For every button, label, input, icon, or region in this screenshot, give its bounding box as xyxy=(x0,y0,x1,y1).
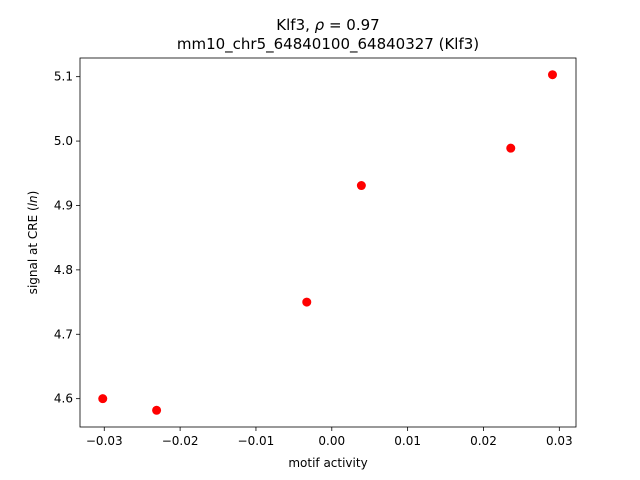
chart-title: Klf3, ρ = 0.97 xyxy=(276,16,379,34)
x-tick-label: 0.01 xyxy=(394,434,421,448)
y-tick-label: 5.1 xyxy=(54,70,73,84)
x-axis: −0.03 −0.02 −0.01 0.00 0.01 0.02 0.03 xyxy=(86,427,573,448)
y-tick-label: 4.9 xyxy=(54,198,73,212)
data-point xyxy=(356,181,366,191)
x-tick-label: 0.02 xyxy=(470,434,497,448)
chart-subtitle: mm10_chr5_64840100_64840327 (Klf3) xyxy=(177,35,479,54)
x-tick-label: −0.01 xyxy=(238,434,275,448)
rho-symbol: ρ xyxy=(315,16,325,34)
y-tick-label: 4.6 xyxy=(54,392,73,406)
data-point xyxy=(302,297,312,307)
x-tick-label: −0.03 xyxy=(86,434,123,448)
data-point xyxy=(98,394,108,404)
data-point xyxy=(506,143,516,153)
plot-frame xyxy=(79,57,577,428)
x-tick-label: 0.00 xyxy=(318,434,345,448)
y-tick-label: 4.7 xyxy=(54,327,73,341)
x-tick-label: 0.03 xyxy=(546,434,573,448)
data-point xyxy=(152,405,162,415)
data-point xyxy=(547,70,557,80)
y-axis: 4.6 4.7 4.8 4.9 5.0 5.1 xyxy=(54,70,80,406)
y-axis-label: signal at CRE (ln) xyxy=(26,191,40,295)
y-tick-label: 5.0 xyxy=(54,134,73,148)
x-tick-label: −0.02 xyxy=(162,434,199,448)
data-points xyxy=(98,70,557,415)
y-tick-label: 4.8 xyxy=(54,263,73,277)
x-axis-label: motif activity xyxy=(288,456,367,470)
